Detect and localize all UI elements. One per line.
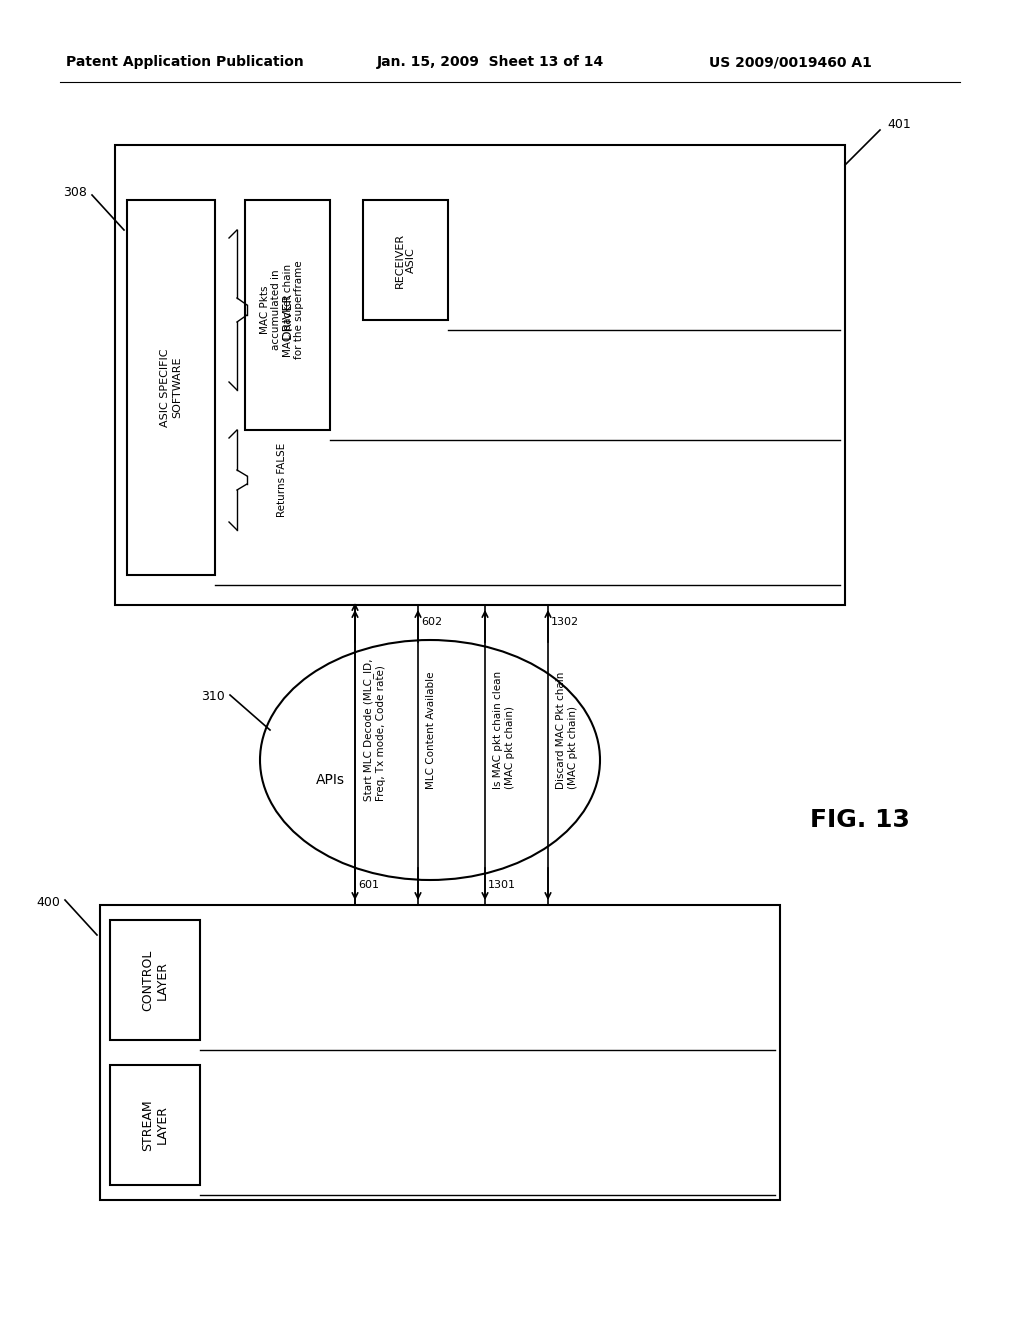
Text: 1301: 1301: [488, 880, 516, 890]
Text: MLC Content Available: MLC Content Available: [426, 672, 436, 789]
Text: APIs: APIs: [315, 774, 344, 787]
Text: Is MAC pkt chain clean
(MAC pkt chain): Is MAC pkt chain clean (MAC pkt chain): [493, 671, 515, 789]
Text: 400: 400: [36, 895, 60, 908]
Ellipse shape: [260, 640, 600, 880]
Text: 602: 602: [421, 616, 442, 627]
Text: FIG. 13: FIG. 13: [810, 808, 910, 832]
Text: 601: 601: [358, 880, 379, 890]
Text: 1302: 1302: [551, 616, 580, 627]
Bar: [110, 920, 200, 1040]
Text: 401: 401: [887, 119, 910, 132]
Text: Start MLC Decode (MLC_ID,
Freq, Tx mode, Code rate): Start MLC Decode (MLC_ID, Freq, Tx mode,…: [362, 659, 385, 801]
Text: Patent Application Publication: Patent Application Publication: [67, 55, 304, 69]
Text: ASIC SPECIFIC
SOFTWARE: ASIC SPECIFIC SOFTWARE: [160, 348, 182, 426]
Bar: [100, 906, 780, 1200]
Text: Jan. 15, 2009  Sheet 13 of 14: Jan. 15, 2009 Sheet 13 of 14: [377, 55, 603, 69]
Text: Returns FALSE: Returns FALSE: [278, 444, 287, 517]
Bar: [115, 145, 845, 605]
Text: STREAM
LAYER: STREAM LAYER: [141, 1100, 169, 1151]
Text: US 2009/0019460 A1: US 2009/0019460 A1: [709, 55, 871, 69]
Text: CONTROL
LAYER: CONTROL LAYER: [141, 949, 169, 1011]
Text: MAC Pkts
accumulated in
MAC packet chain
for the superframe: MAC Pkts accumulated in MAC packet chain…: [260, 260, 304, 359]
Bar: [362, 201, 449, 319]
Bar: [110, 1065, 200, 1185]
Text: RECEIVER
ASIC: RECEIVER ASIC: [394, 232, 417, 288]
Text: 308: 308: [63, 186, 87, 198]
Text: DRIVER: DRIVER: [281, 292, 294, 338]
Bar: [245, 201, 330, 430]
Text: 310: 310: [202, 690, 225, 704]
Text: Discard MAC Pkt chain
(MAC pkt chain): Discard MAC Pkt chain (MAC pkt chain): [556, 672, 578, 788]
Bar: [127, 201, 215, 576]
